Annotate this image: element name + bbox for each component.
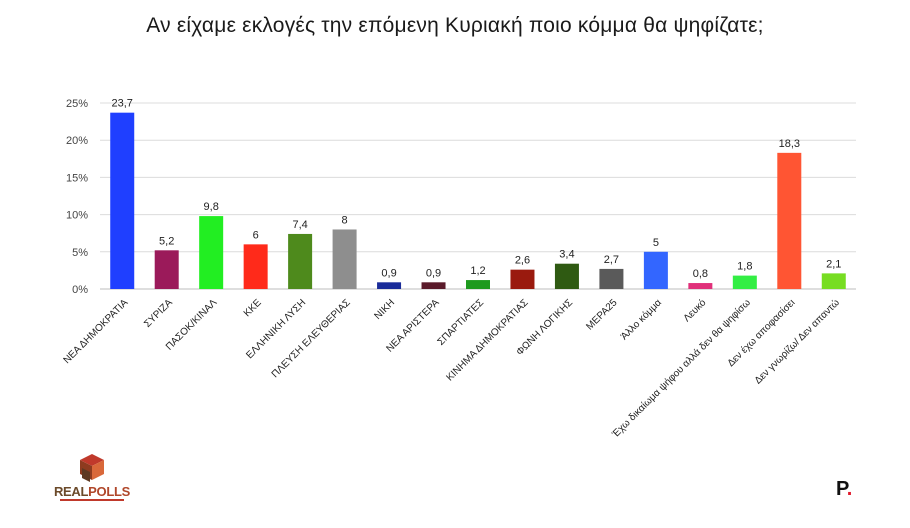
bar	[732, 275, 757, 289]
x-tick-label: ΚΙΝΗΜΑ ΔΗΜΟΚΡΑΤΙΑΣ	[444, 297, 530, 383]
bar	[777, 152, 802, 289]
bar	[377, 282, 402, 289]
data-label: 6	[253, 229, 259, 241]
data-label: 7,4	[292, 219, 307, 231]
data-label: 2,6	[515, 255, 530, 267]
realpolls-logo: REALPOLLS	[52, 450, 132, 506]
y-tick-label: 5%	[72, 247, 88, 259]
x-tick-label: Άλλο κόμμα	[618, 296, 664, 342]
y-tick-label: 0%	[72, 284, 88, 296]
realpolls-cube-icon	[80, 454, 104, 482]
x-tick-label: ΚΚΕ	[242, 297, 264, 319]
y-tick-label: 10%	[66, 210, 88, 222]
data-label: 2,1	[826, 258, 841, 270]
bar	[599, 268, 624, 289]
x-tick-label: ΣΥΡΙΖΑ	[142, 297, 175, 330]
data-label: 1,2	[470, 265, 485, 277]
bar	[288, 233, 313, 289]
x-tick-label: ΝΙΚΗ	[372, 297, 397, 322]
bar	[688, 283, 713, 289]
realpolls-underline	[60, 499, 124, 501]
data-label: 0,9	[426, 267, 441, 279]
data-label: 0,8	[693, 268, 708, 280]
x-tick-label: Δεν γνωρίζω/ Δεν απαντώ	[752, 297, 842, 387]
data-label: 23,7	[112, 98, 133, 110]
data-label: 5,2	[159, 235, 174, 247]
data-label: 1,8	[737, 261, 752, 273]
bar	[421, 282, 446, 289]
data-label: 18,3	[779, 138, 800, 150]
publisher-logo: P.	[836, 478, 853, 500]
bar	[199, 216, 224, 289]
bar	[466, 280, 490, 289]
y-tick-label: 15%	[66, 172, 88, 184]
chart-title: Αν είχαμε εκλογές την επόμενη Κυριακή πο…	[146, 14, 764, 37]
data-label: 9,8	[204, 201, 219, 213]
bar	[554, 263, 579, 289]
bar	[332, 229, 357, 289]
bar	[821, 273, 846, 289]
bar	[243, 244, 268, 289]
bar	[510, 269, 535, 289]
bar	[110, 112, 135, 289]
y-tick-label: 20%	[66, 135, 88, 147]
y-tick-label: 25%	[66, 98, 88, 110]
x-tick-label: Λευκό	[681, 296, 709, 324]
bar	[154, 250, 179, 289]
realpolls-wordmark: REALPOLLS	[53, 484, 131, 499]
data-label: 3,4	[559, 249, 574, 261]
x-tick-label: ΜΕΡΑ25	[584, 297, 619, 332]
data-label: 2,7	[604, 254, 619, 266]
x-tick-label: ΠΛΕΥΣΗ ΕΛΕΥΘΕΡΙΑΣ	[270, 297, 353, 380]
data-label: 8	[342, 214, 348, 226]
bar	[643, 251, 668, 289]
x-tick-label: ΝΕΑ ΔΗΜΟΚΡΑΤΙΑ	[62, 297, 131, 366]
data-label: 5	[653, 237, 659, 249]
data-label: 0,9	[381, 267, 396, 279]
